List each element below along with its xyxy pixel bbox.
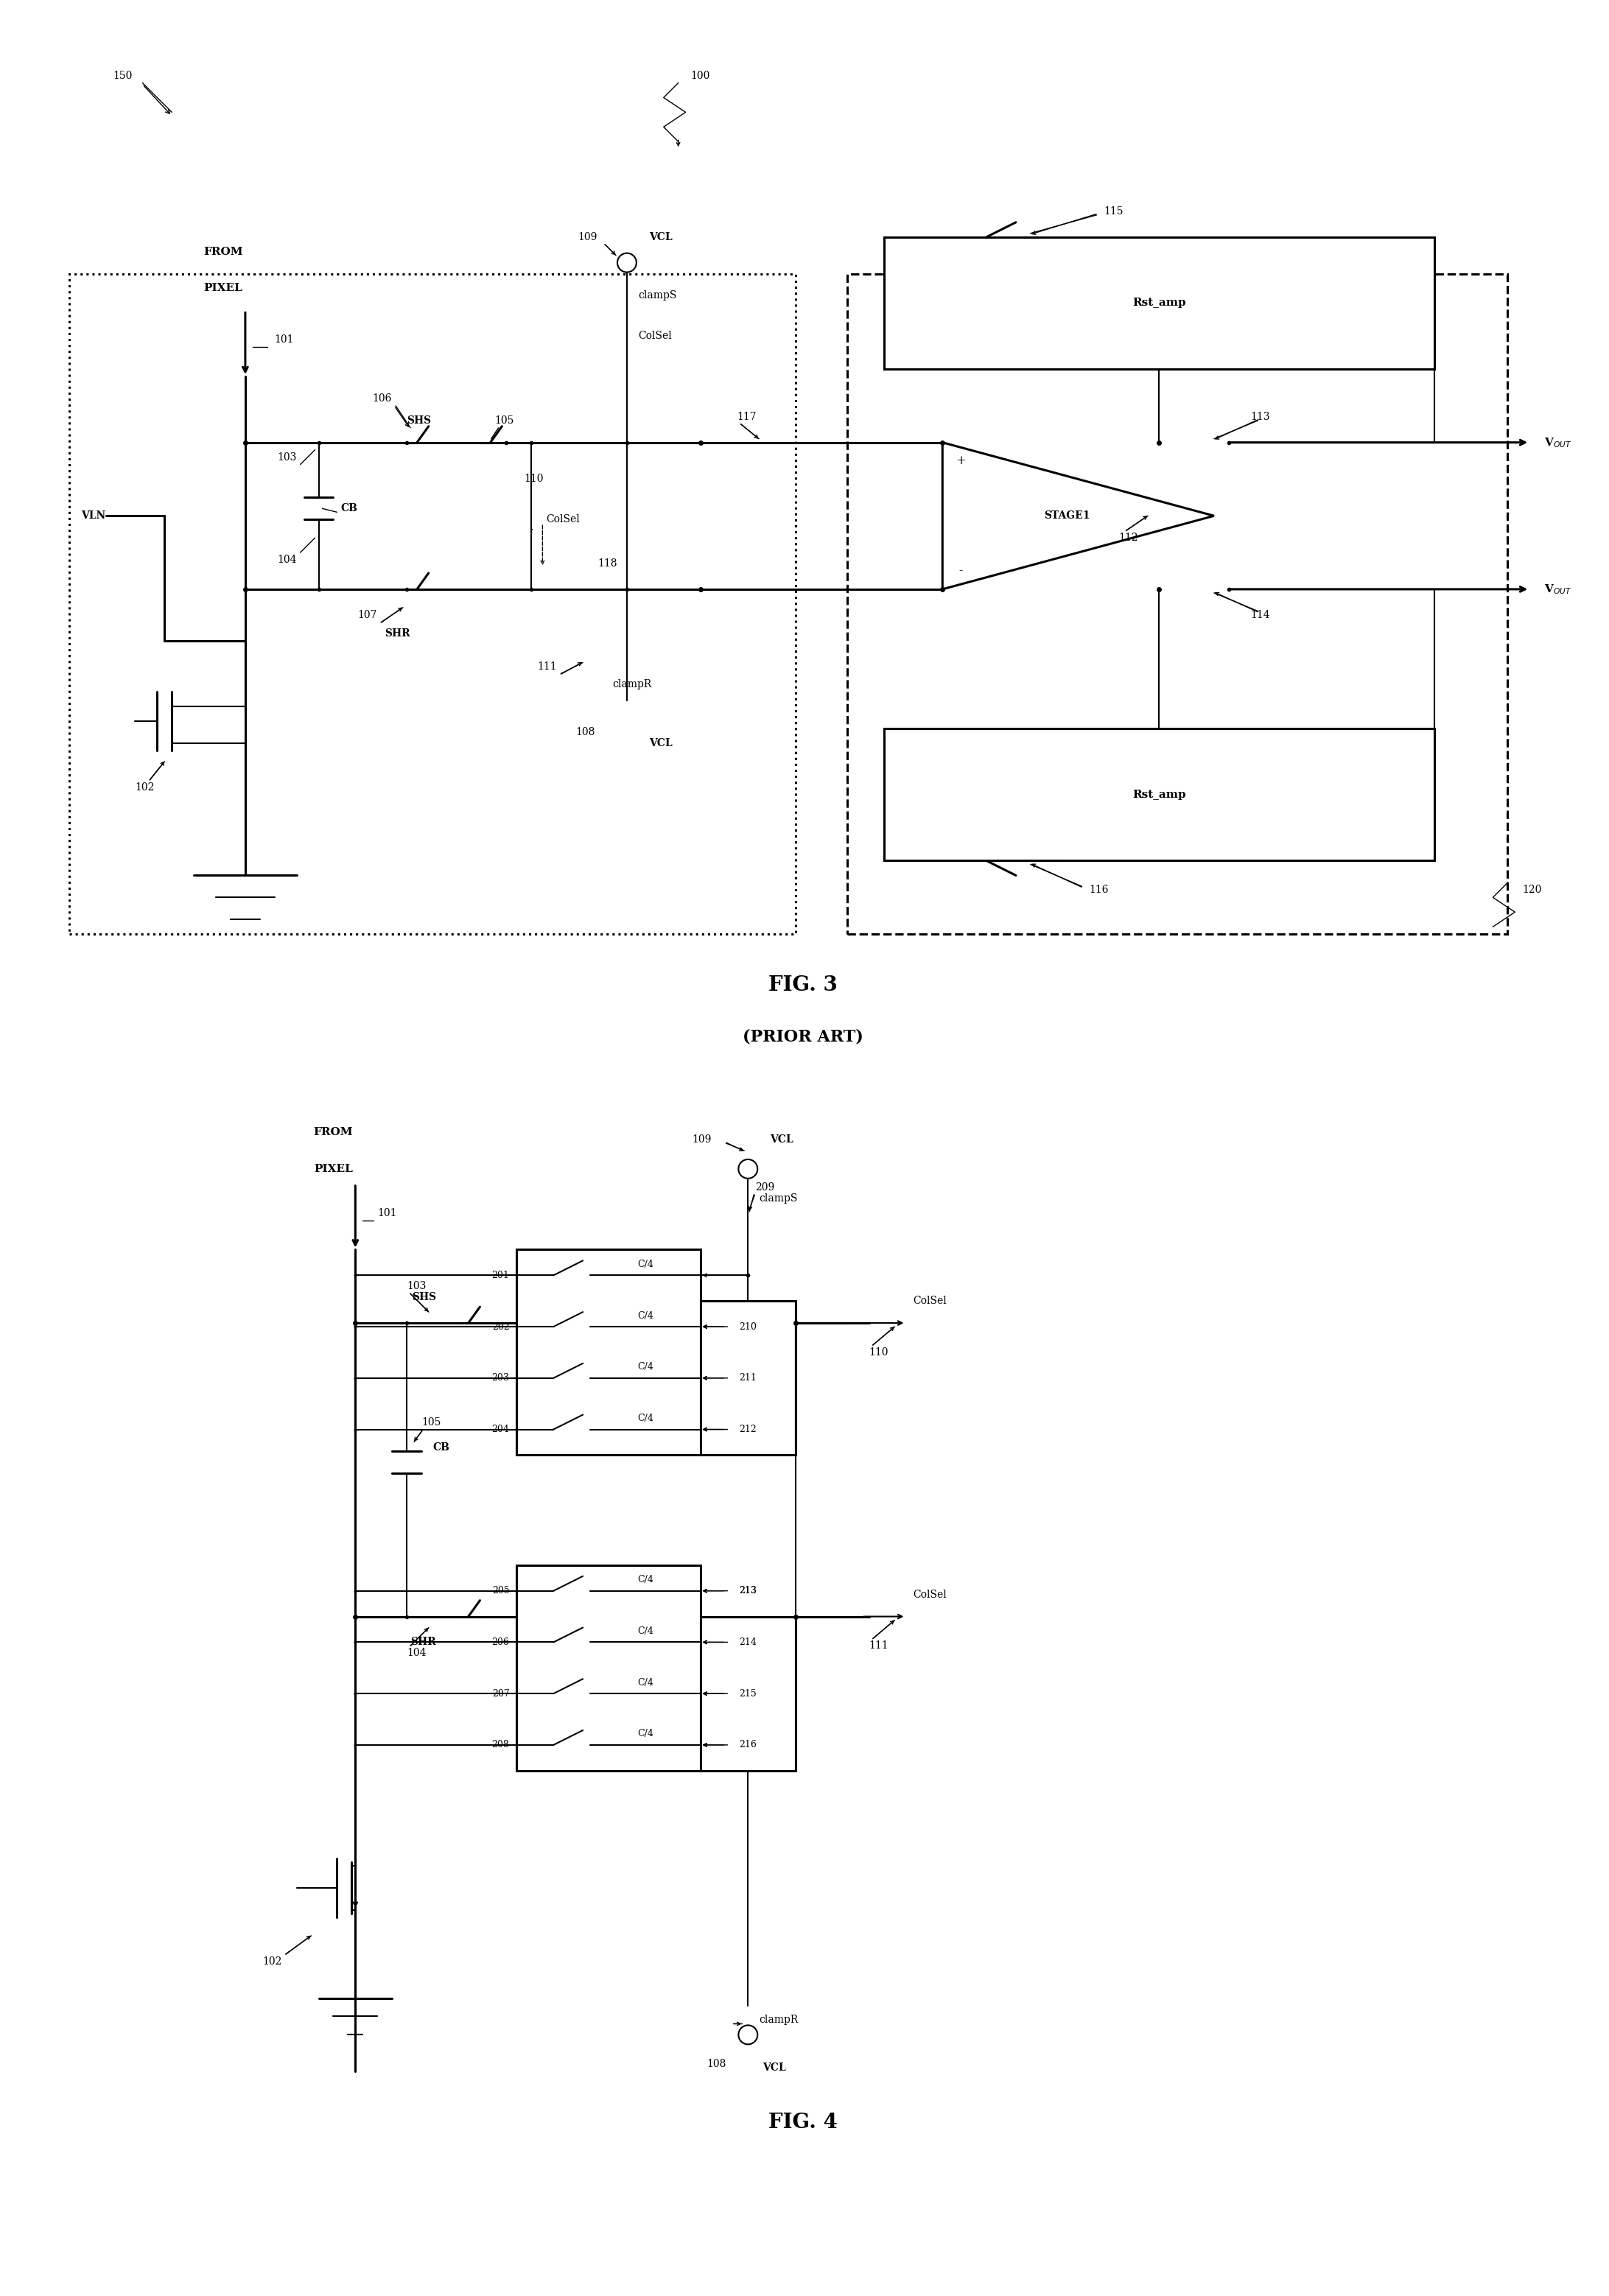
Text: 100: 100 bbox=[690, 71, 710, 80]
Text: 209: 209 bbox=[755, 1182, 774, 1192]
Text: 150: 150 bbox=[113, 71, 132, 80]
Text: 204: 204 bbox=[492, 1424, 510, 1435]
Text: 103: 103 bbox=[277, 452, 296, 461]
Text: C/4: C/4 bbox=[637, 1311, 653, 1320]
Bar bbox=[700, 1302, 796, 1456]
Text: C/4: C/4 bbox=[637, 1729, 653, 1738]
Text: FROM: FROM bbox=[314, 1127, 352, 1137]
Text: 115: 115 bbox=[1104, 207, 1123, 216]
Text: 112: 112 bbox=[1118, 533, 1138, 544]
Text: ColSel: ColSel bbox=[914, 1589, 946, 1600]
Text: SHR: SHR bbox=[410, 1637, 436, 1646]
Text: PIXEL: PIXEL bbox=[204, 282, 243, 294]
Text: 105: 105 bbox=[422, 1417, 441, 1428]
Text: 203: 203 bbox=[492, 1373, 510, 1382]
Text: ColSel: ColSel bbox=[914, 1295, 946, 1306]
Text: clampR: clampR bbox=[611, 680, 652, 689]
Bar bbox=[516, 1249, 700, 1456]
Text: 107: 107 bbox=[357, 611, 378, 620]
Text: VLN: VLN bbox=[82, 510, 106, 521]
Text: (PRIOR ART): (PRIOR ART) bbox=[743, 1029, 864, 1045]
Text: 102: 102 bbox=[135, 783, 154, 792]
Text: Rst_amp: Rst_amp bbox=[1133, 790, 1186, 799]
Text: 104: 104 bbox=[407, 1649, 426, 1658]
Text: 109: 109 bbox=[692, 1134, 711, 1146]
Text: 207: 207 bbox=[492, 1690, 510, 1699]
Text: C/4: C/4 bbox=[637, 1678, 653, 1688]
Text: PIXEL: PIXEL bbox=[314, 1164, 352, 1173]
Text: SHS: SHS bbox=[412, 1293, 436, 1302]
Text: clampR: clampR bbox=[759, 2016, 798, 2025]
Text: 118: 118 bbox=[597, 558, 618, 569]
Text: 216: 216 bbox=[739, 1740, 756, 1750]
Text: ColSel: ColSel bbox=[545, 514, 579, 526]
Text: 215: 215 bbox=[739, 1690, 756, 1699]
Text: 201: 201 bbox=[492, 1270, 510, 1281]
Text: 116: 116 bbox=[1089, 884, 1109, 895]
Text: 109: 109 bbox=[578, 232, 597, 241]
Bar bbox=[846, 273, 1508, 934]
Text: FIG. 4: FIG. 4 bbox=[769, 2112, 838, 2133]
Text: 101: 101 bbox=[275, 335, 294, 344]
Text: 111: 111 bbox=[869, 1642, 888, 1651]
Text: VCL: VCL bbox=[771, 1134, 793, 1146]
Bar bbox=[883, 236, 1434, 370]
Text: 110: 110 bbox=[869, 1348, 888, 1357]
Text: +: + bbox=[956, 455, 965, 466]
Text: ColSel: ColSel bbox=[637, 331, 671, 342]
Text: 108: 108 bbox=[576, 728, 595, 737]
Text: C/4: C/4 bbox=[637, 1626, 653, 1637]
Bar bbox=[883, 728, 1434, 861]
Text: clampS: clampS bbox=[637, 292, 676, 301]
Text: C/4: C/4 bbox=[637, 1261, 653, 1270]
Text: 117: 117 bbox=[737, 411, 756, 422]
Text: 104: 104 bbox=[277, 556, 296, 565]
Text: clampS: clampS bbox=[759, 1194, 798, 1203]
Text: 202: 202 bbox=[492, 1322, 510, 1332]
Text: 205: 205 bbox=[492, 1587, 510, 1596]
Text: 111: 111 bbox=[537, 661, 557, 670]
Text: V$_{OUT}$: V$_{OUT}$ bbox=[1545, 436, 1572, 450]
Text: FROM: FROM bbox=[203, 246, 243, 257]
Text: SHR: SHR bbox=[385, 629, 410, 638]
Text: V$_{OUT}$: V$_{OUT}$ bbox=[1545, 583, 1572, 595]
Text: C/4: C/4 bbox=[637, 1414, 653, 1424]
Text: VCL: VCL bbox=[763, 2062, 785, 2073]
Text: 110: 110 bbox=[525, 473, 544, 484]
Text: VCL: VCL bbox=[648, 232, 673, 241]
Text: CB: CB bbox=[341, 503, 357, 514]
Text: 120: 120 bbox=[1522, 884, 1541, 895]
Text: 105: 105 bbox=[496, 416, 515, 425]
Text: Rst_amp: Rst_amp bbox=[1133, 298, 1186, 308]
Bar bbox=[516, 1566, 700, 1770]
Text: 212: 212 bbox=[739, 1424, 756, 1435]
Text: -: - bbox=[959, 565, 962, 576]
Text: 102: 102 bbox=[262, 1956, 282, 1968]
Text: 211: 211 bbox=[739, 1373, 756, 1382]
Text: 106: 106 bbox=[373, 393, 393, 404]
Text: 101: 101 bbox=[378, 1208, 397, 1219]
Bar bbox=[700, 1616, 796, 1770]
Text: 210: 210 bbox=[739, 1322, 756, 1332]
Text: FIG. 3: FIG. 3 bbox=[769, 976, 838, 996]
Text: 108: 108 bbox=[706, 2060, 726, 2069]
Text: 213: 213 bbox=[739, 1587, 756, 1596]
Text: 208: 208 bbox=[492, 1740, 510, 1750]
Text: ·: · bbox=[529, 523, 534, 537]
Text: 113: 113 bbox=[1250, 411, 1270, 422]
Text: 214: 214 bbox=[739, 1637, 756, 1646]
Text: 206: 206 bbox=[492, 1637, 510, 1646]
Text: 103: 103 bbox=[407, 1281, 426, 1290]
Text: VCL: VCL bbox=[648, 737, 673, 748]
Text: SHS: SHS bbox=[407, 416, 431, 425]
Text: C/4: C/4 bbox=[637, 1575, 653, 1584]
Text: CB: CB bbox=[433, 1442, 449, 1453]
Text: STAGE1: STAGE1 bbox=[1044, 510, 1091, 521]
Bar bbox=[69, 273, 796, 934]
Text: C/4: C/4 bbox=[637, 1362, 653, 1371]
Text: 213: 213 bbox=[739, 1587, 756, 1596]
Text: 114: 114 bbox=[1250, 611, 1271, 620]
